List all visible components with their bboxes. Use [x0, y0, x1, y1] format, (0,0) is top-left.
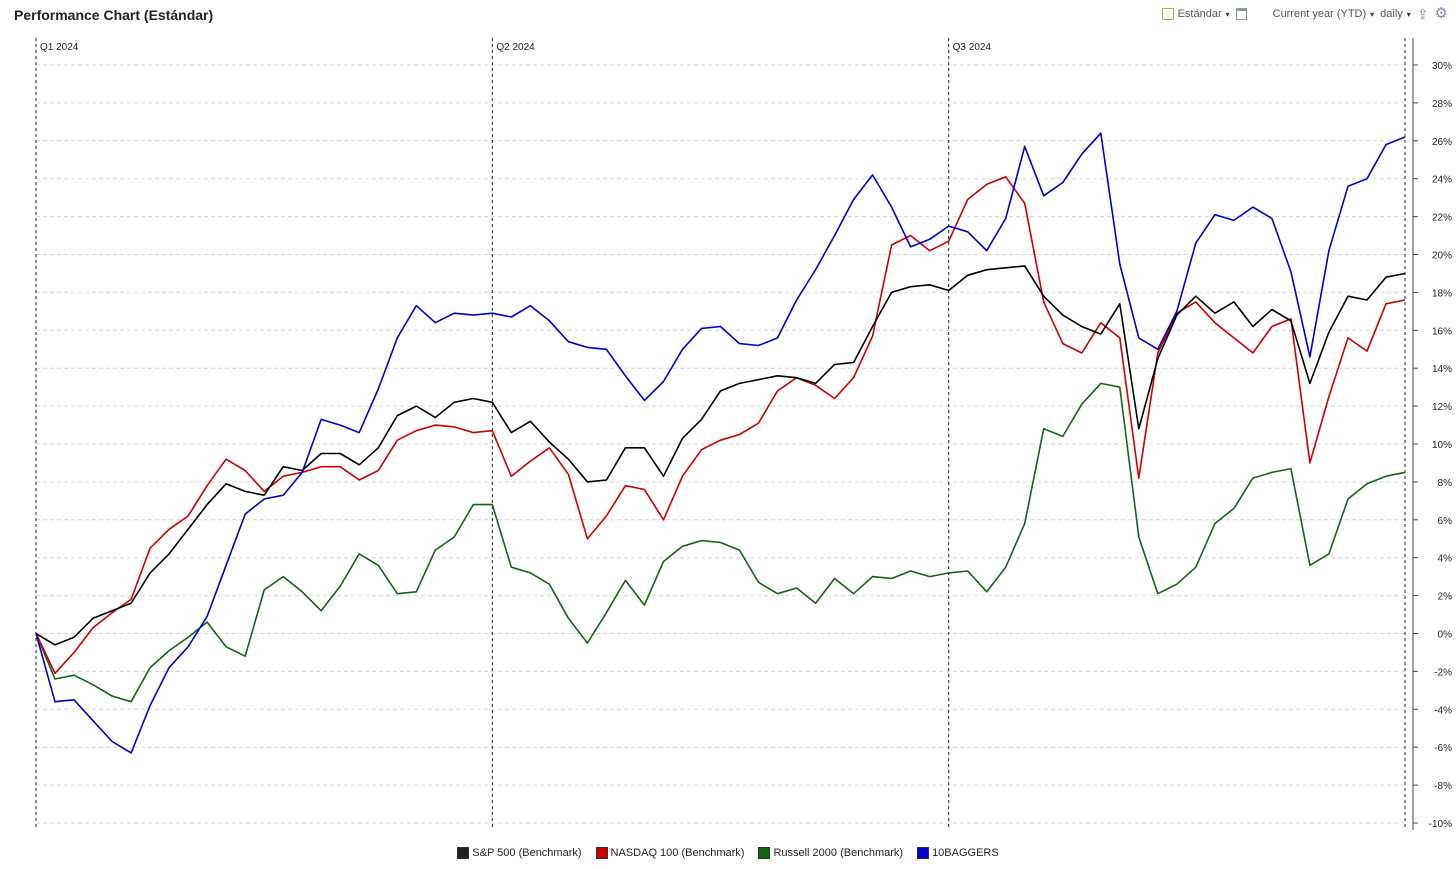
legend-swatch — [917, 847, 930, 859]
range-selector[interactable]: Current year (YTD) ▾ — [1273, 8, 1375, 20]
range-label: Current year (YTD) — [1272, 8, 1367, 20]
y-tick-label: 20% — [1432, 251, 1452, 262]
y-tick-label: 10% — [1432, 440, 1452, 451]
export-icon[interactable]: ⇪ — [1416, 6, 1429, 22]
y-tick-label: 8% — [1438, 478, 1453, 489]
y-tick-label: -6% — [1434, 743, 1452, 754]
y-tick-label: -4% — [1434, 705, 1452, 716]
y-tick-label: 26% — [1432, 137, 1452, 148]
y-tick-label: 12% — [1432, 402, 1452, 413]
legend-label: NASDAQ 100 (Benchmark) — [610, 847, 745, 859]
y-tick-label: 14% — [1432, 364, 1452, 375]
y-tick-label: 2% — [1438, 592, 1453, 603]
legend-item-sp500[interactable]: S&P 500 (Benchmark) — [457, 844, 582, 862]
series-line-s-p-500-benchmark — [35, 265, 1406, 646]
layout-icon — [1161, 8, 1174, 20]
y-tick-label: -2% — [1434, 667, 1452, 678]
y-tick-label: 16% — [1432, 326, 1452, 337]
y-tick-label: 24% — [1432, 175, 1452, 186]
y-tick-label: 22% — [1432, 213, 1452, 224]
series-line-russell-2000-benchmark — [35, 382, 1406, 703]
gear-icon[interactable]: ⚙ — [1434, 5, 1448, 22]
quarter-label: Q3 2024 — [953, 42, 992, 53]
layout-label: Estándar — [1177, 8, 1222, 20]
legend-label: 10BAGGERS — [932, 847, 999, 859]
y-tick-label: 18% — [1432, 288, 1452, 299]
interval-selector[interactable]: daily ▾ — [1380, 8, 1411, 20]
quarter-label: Q1 2024 — [40, 42, 79, 53]
legend-item-10baggers[interactable]: 10BAGGERS — [917, 844, 999, 862]
chevron-down-icon: ▾ — [1225, 9, 1230, 19]
legend-label: S&P 500 (Benchmark) — [472, 847, 582, 859]
y-tick-label: 4% — [1438, 554, 1453, 565]
chevron-down-icon: ▾ — [1370, 9, 1375, 19]
legend-swatch — [595, 847, 608, 859]
legend-swatch — [457, 847, 470, 859]
chart-legend: S&P 500 (Benchmark) NASDAQ 100 (Benchmar… — [0, 844, 1456, 862]
layout-selector[interactable]: Estándar ▾ — [1161, 8, 1230, 20]
y-tick-label: 28% — [1432, 99, 1452, 110]
y-tick-label: 30% — [1432, 61, 1452, 72]
legend-swatch — [758, 847, 771, 859]
quarter-label: Q2 2024 — [496, 42, 535, 53]
legend-item-russell2000[interactable]: Russell 2000 (Benchmark) — [758, 844, 903, 862]
y-tick-label: -8% — [1434, 781, 1452, 792]
y-tick-label: -10% — [1429, 819, 1452, 830]
chart-title: Performance Chart (Estándar) — [14, 7, 214, 23]
y-tick-label: 0% — [1438, 630, 1453, 641]
interval-label: daily — [1380, 8, 1403, 20]
chart-controls: Estándar ▾ Current year (YTD) ▾ daily ▾ … — [1161, 5, 1448, 22]
series-line-nasdaq-100-benchmark — [35, 176, 1406, 675]
window-icon[interactable] — [1235, 8, 1247, 20]
series-line-10baggers — [35, 132, 1406, 754]
y-tick-label: 6% — [1438, 516, 1453, 527]
chart-header: Performance Chart (Estándar) Estándar ▾ … — [0, 0, 1456, 32]
legend-label: Russell 2000 (Benchmark) — [773, 847, 904, 859]
chevron-down-icon: ▾ — [1406, 9, 1411, 19]
legend-item-nasdaq100[interactable]: NASDAQ 100 (Benchmark) — [595, 844, 745, 862]
